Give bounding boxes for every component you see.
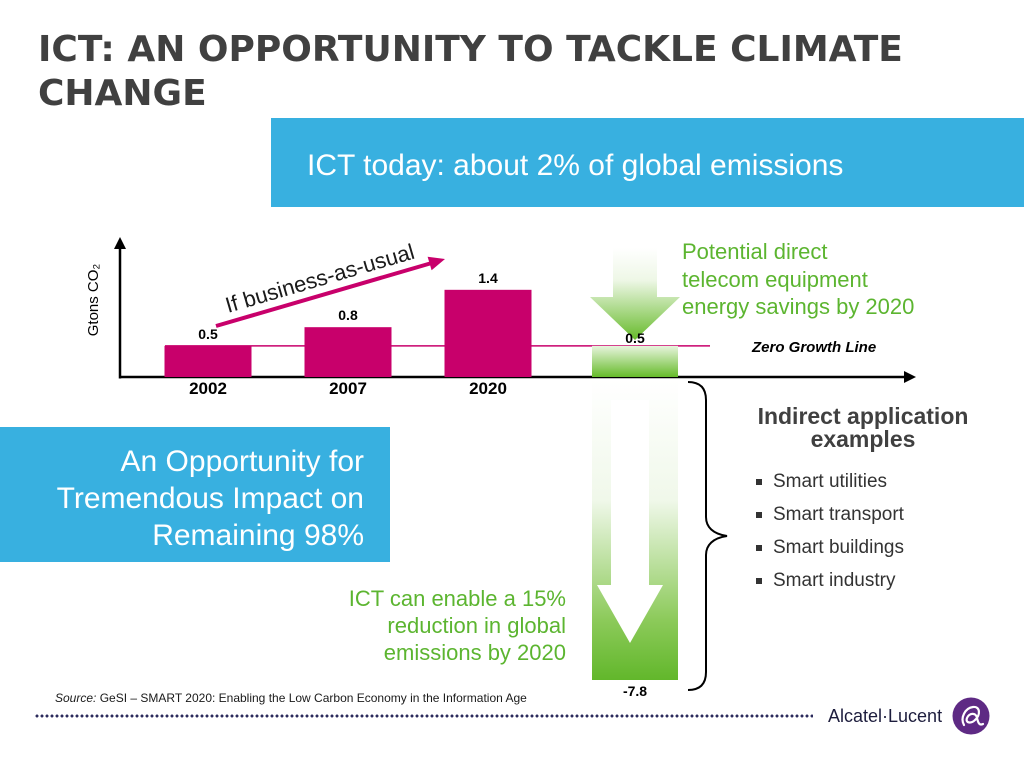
bar-series: 0.5 2002 0.8 2007 1.4 2020 [164, 270, 532, 398]
opportunity-line: Tremendous Impact on [56, 482, 364, 515]
indirect-heading-line: Indirect application [757, 403, 969, 429]
logo-circle [952, 697, 990, 735]
logo-wordmark: Alcatel·Lucent [828, 706, 943, 726]
trend-arrowhead [427, 256, 445, 271]
trend-annotation: If business-as-usual [222, 239, 417, 318]
opportunity-line: Remaining 98% [152, 519, 364, 552]
slide-title: ICT: AN OPPORTUNITY TO TACKLE CLIMATE CH… [38, 29, 903, 114]
logo-swirl [961, 705, 985, 727]
y-axis-arrowhead [114, 237, 126, 249]
alcatel-lucent-swirl-icon [952, 697, 990, 735]
indirect-examples-list: Smart utilities Smart transport Smart bu… [755, 465, 904, 597]
square-bullet-icon [756, 478, 762, 485]
enable-reduction-note: ICT can enable a 15% reduction in global… [349, 585, 566, 666]
square-bullet-icon [756, 544, 762, 551]
x-axis-arrowhead [904, 371, 916, 383]
direct-savings-note-line: Potential direct [682, 239, 828, 264]
indirect-reduction-value-label: -7.8 [623, 683, 647, 699]
zero-growth-line-label: Zero Growth Line [751, 339, 876, 356]
opportunity-line: An Opportunity for [120, 445, 364, 478]
direct-savings-bar [592, 345, 678, 377]
list-item-label: Smart buildings [773, 537, 904, 558]
list-item-label: Smart transport [773, 504, 904, 525]
enable-note-line: reduction in global [387, 613, 566, 638]
emissions-banner: ICT today: about 2% of global emissions [271, 118, 1024, 207]
bar-value-label-2002: 0.5 [198, 326, 218, 342]
emissions-banner-text: ICT today: about 2% of global emissions [307, 149, 844, 182]
bar-2002 [164, 345, 252, 377]
x-tick-label-2020: 2020 [469, 379, 507, 398]
direct-savings-down-arrow [590, 248, 680, 340]
square-bullet-icon [756, 511, 762, 518]
list-item: Smart transport [755, 498, 904, 531]
curly-brace [687, 381, 728, 691]
list-item: Smart industry [755, 564, 904, 597]
square-bullet-icon [756, 577, 762, 584]
list-item: Smart utilities [755, 465, 904, 498]
bar-2007 [304, 327, 392, 377]
opportunity-box: An Opportunity for Tremendous Impact on … [0, 427, 390, 562]
indirect-reduction-bar [592, 380, 678, 680]
direct-savings-note-line: telecom equipment [682, 266, 868, 292]
x-tick-label-2007: 2007 [329, 379, 367, 398]
enable-note-line: ICT can enable a 15% [348, 586, 566, 611]
bar-value-label-2007: 0.8 [338, 307, 358, 323]
footer-dotted-divider [35, 714, 813, 718]
enable-note-line: emissions by 2020 [383, 640, 566, 665]
direct-savings-value-label: 0.5 [625, 330, 645, 346]
indirect-heading-line: examples [810, 426, 916, 452]
source-text: GeSI – SMART 2020: Enabling the Low Carb… [99, 691, 527, 705]
list-item: Smart buildings [755, 531, 904, 564]
direct-savings-note: Potential direct telecom equipment energ… [682, 238, 914, 321]
list-item-label: Smart utilities [773, 471, 888, 492]
source-citation: Source: GeSI – SMART 2020: Enabling the … [55, 691, 527, 705]
direct-savings-note-line: energy savings by 2020 [682, 294, 915, 319]
list-item-label: Smart industry [773, 570, 896, 591]
indirect-examples-heading: Indirect application examples [740, 405, 986, 451]
indirect-reduction-down-arrow [597, 400, 663, 643]
bar-2020 [444, 289, 532, 377]
x-tick-label-2002: 2002 [189, 379, 227, 398]
trend-arrow-line [215, 261, 431, 328]
bar-value-label-2020: 1.4 [478, 270, 498, 286]
source-label: Source: [55, 691, 97, 705]
y-axis-label: Gtons CO₂ [85, 264, 102, 337]
